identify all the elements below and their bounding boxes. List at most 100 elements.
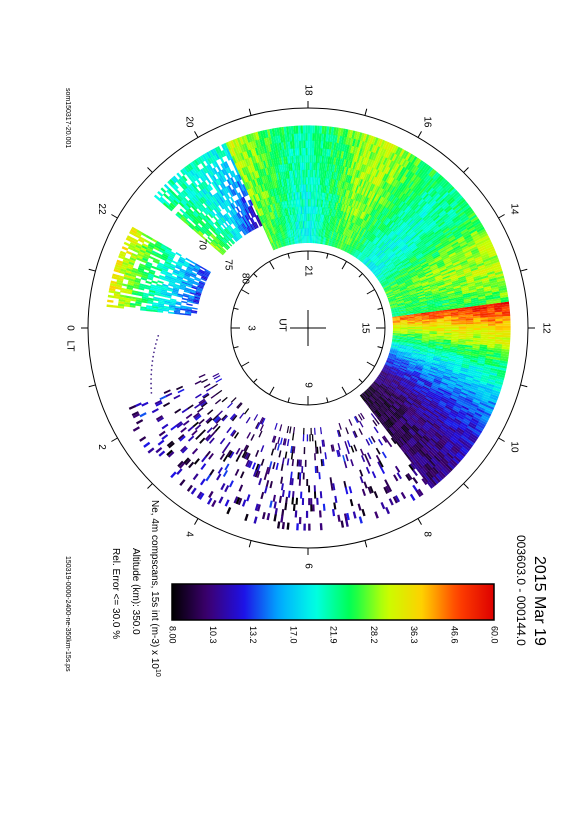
density-cell xyxy=(427,440,435,448)
density-cell xyxy=(263,205,268,214)
density-cell xyxy=(302,183,305,192)
density-cell xyxy=(335,164,340,173)
density-cell xyxy=(239,144,245,153)
density-cell xyxy=(353,176,358,185)
density-cell xyxy=(214,186,220,193)
density-cell xyxy=(433,395,442,401)
density-cell xyxy=(427,301,436,305)
density-cell xyxy=(341,242,346,251)
density-cell xyxy=(387,386,395,393)
density-cell xyxy=(196,199,203,206)
density-cell xyxy=(407,320,416,323)
density-cell xyxy=(391,365,400,370)
density-cell xyxy=(268,166,273,175)
density-cell xyxy=(425,380,434,385)
density-cell xyxy=(254,139,260,148)
density-cell xyxy=(232,146,238,156)
density-cell xyxy=(472,234,481,241)
density-cell xyxy=(411,403,419,410)
density-cell xyxy=(298,220,301,229)
density-cell xyxy=(197,214,203,221)
density-cell xyxy=(295,228,298,237)
density-cell xyxy=(172,290,179,294)
density-cell xyxy=(444,326,453,328)
density-cell xyxy=(295,213,298,222)
density-cell xyxy=(377,376,385,382)
density-cell xyxy=(331,216,335,225)
density-cell xyxy=(417,242,426,249)
density-cell xyxy=(309,132,313,141)
density-cell xyxy=(324,140,328,149)
density-cell xyxy=(459,448,468,456)
density-cell xyxy=(231,183,236,190)
density-cell xyxy=(123,301,131,305)
density-cell xyxy=(440,179,448,187)
density-cell xyxy=(386,375,395,381)
density-cell xyxy=(430,264,439,270)
density-cell xyxy=(125,237,133,243)
density-cell xyxy=(421,425,430,432)
density-cell xyxy=(463,298,472,302)
density-cell xyxy=(156,416,164,423)
density-cell xyxy=(237,173,242,181)
density-cell xyxy=(264,129,269,138)
density-cell xyxy=(351,231,357,239)
density-cell xyxy=(409,417,417,424)
density-cell xyxy=(471,232,480,239)
density-cell xyxy=(432,424,440,431)
density-cell xyxy=(429,469,436,478)
density-cell xyxy=(252,147,257,156)
density-cell xyxy=(210,149,216,156)
density-cell xyxy=(411,183,418,191)
density-cell xyxy=(447,415,455,422)
density-cell xyxy=(436,321,445,324)
density-cell xyxy=(369,225,376,233)
density-cell xyxy=(369,135,374,144)
density-cell xyxy=(187,185,193,192)
density-cell xyxy=(469,386,479,392)
density-cell xyxy=(452,243,461,249)
density-cell xyxy=(165,292,173,296)
density-cell xyxy=(427,348,436,351)
density-cell xyxy=(178,271,185,276)
density-cell xyxy=(410,222,418,229)
density-cell xyxy=(222,244,229,251)
density-cell xyxy=(357,243,364,251)
density-cell xyxy=(404,277,412,283)
density-cell xyxy=(452,407,461,413)
density-cell xyxy=(260,214,266,223)
density-cell xyxy=(435,305,444,309)
density-cell xyxy=(390,382,398,389)
density-cell xyxy=(233,154,239,163)
density-cell xyxy=(466,329,475,332)
density-cell xyxy=(372,218,378,226)
density-cell xyxy=(410,415,419,423)
density-cell xyxy=(214,193,220,200)
density-cell xyxy=(194,225,201,231)
density-cell xyxy=(430,365,439,370)
density-cell xyxy=(240,184,245,192)
density-cell xyxy=(207,409,214,415)
density-cell xyxy=(398,345,407,349)
density-cell xyxy=(186,484,193,492)
density-cell xyxy=(207,236,214,242)
density-cell xyxy=(188,183,195,191)
density-cell xyxy=(399,243,407,250)
density-cell xyxy=(237,212,242,219)
density-cell xyxy=(456,271,465,277)
density-cell xyxy=(175,278,182,283)
density-cell xyxy=(182,262,190,267)
density-cell xyxy=(405,451,413,459)
density-cell xyxy=(202,393,210,399)
density-cell xyxy=(193,210,199,217)
density-cell xyxy=(369,243,376,251)
density-cell xyxy=(432,381,441,387)
density-cell xyxy=(342,150,347,160)
density-cell xyxy=(501,351,510,355)
density-cell xyxy=(245,165,250,174)
density-cell xyxy=(254,221,259,228)
density-cell xyxy=(214,416,221,423)
density-cell xyxy=(232,236,238,243)
density-cell xyxy=(378,187,384,196)
density-cell xyxy=(215,172,221,179)
